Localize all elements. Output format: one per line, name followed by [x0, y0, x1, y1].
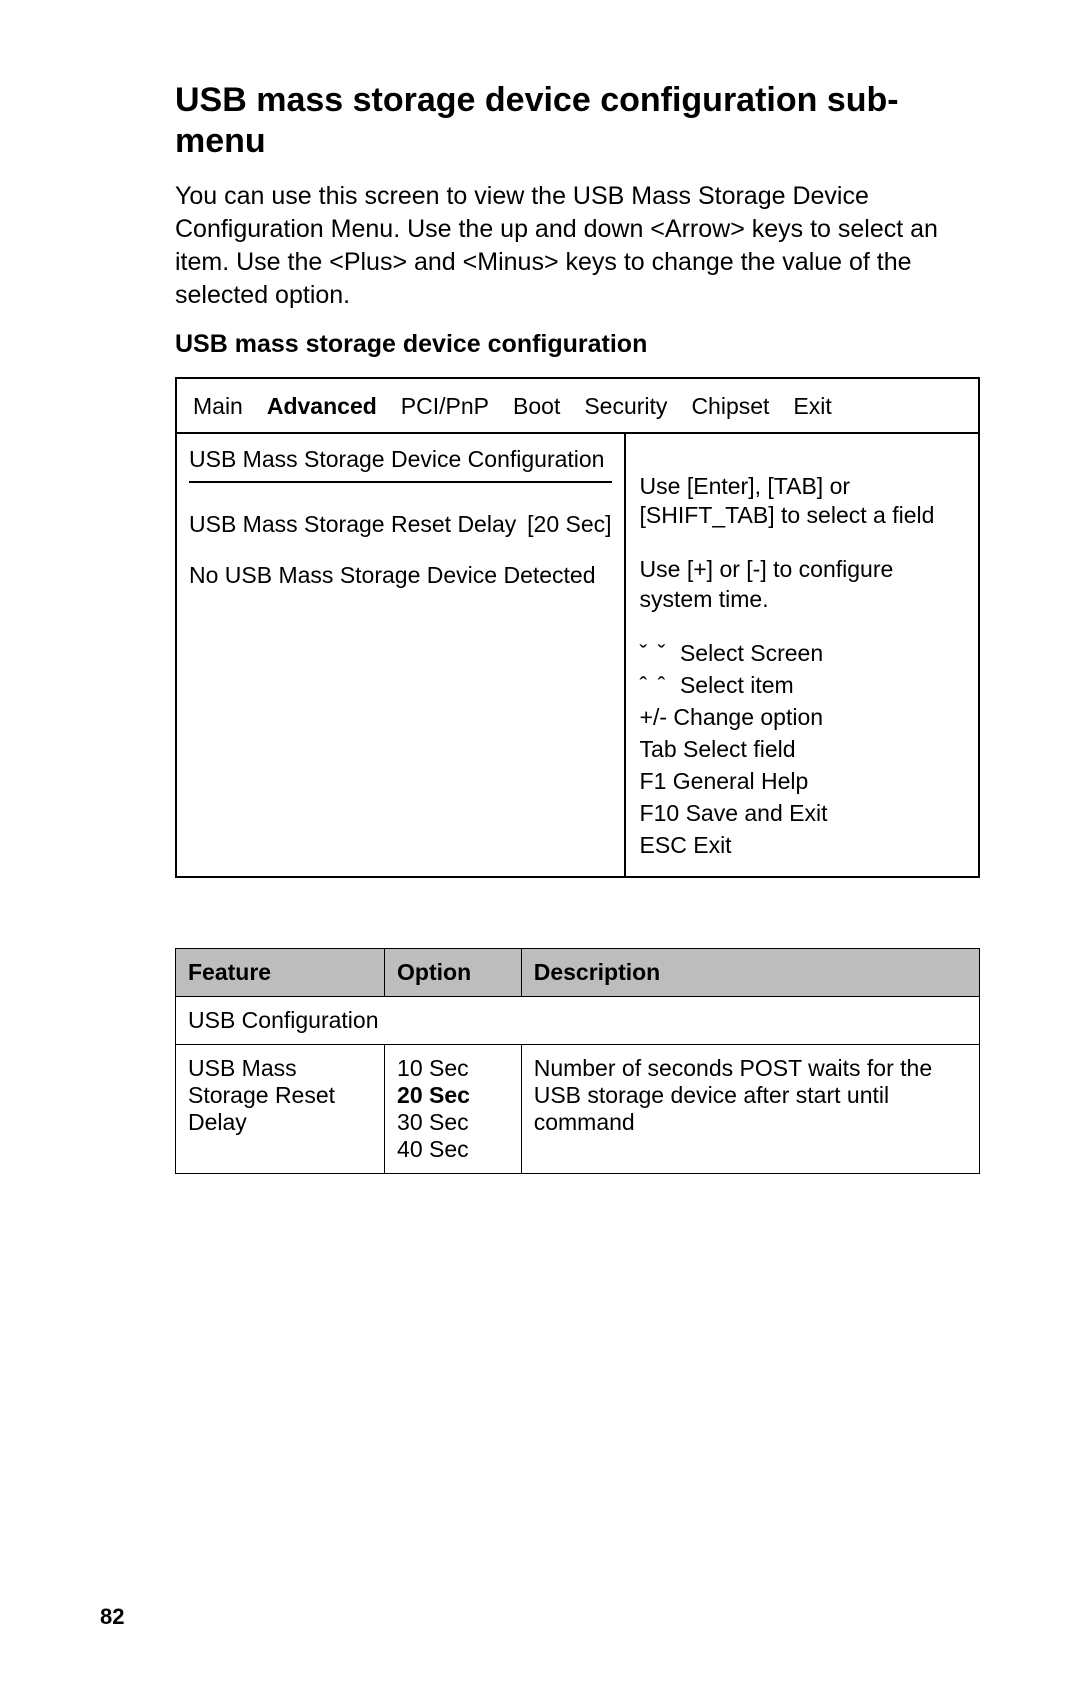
up-down-arrows-icon: ˆ ˆ [640, 671, 674, 701]
bios-tab-advanced: Advanced [267, 393, 377, 420]
document-page: USB mass storage device configuration su… [0, 0, 1080, 1690]
bios-tab-boot: Boot [513, 393, 560, 420]
hint-general-help: F1 General Help [640, 767, 964, 797]
bios-screenshot-box: Main Advanced PCI/PnP Boot Security Chipset Ex… [175, 377, 980, 879]
reset-delay-label: USB Mass Storage Reset Delay [189, 511, 516, 538]
col-header-option: Option [385, 949, 522, 997]
table-header-row: Feature Option Description [176, 949, 980, 997]
cell-options: 10 Sec20 Sec30 Sec40 Sec [385, 1045, 522, 1174]
hint-select-item: ˆ ˆ Select item [640, 671, 964, 701]
bios-left-pane: USB Mass Storage Device Configuration US… [177, 434, 626, 877]
bios-tab-exit: Exit [793, 393, 831, 420]
bios-tabs: Main Advanced PCI/PnP Boot Security Chipset Ex… [177, 379, 978, 434]
reset-delay-value: [20 Sec] [527, 511, 611, 538]
section-subhead: USB mass storage device configuration [175, 330, 980, 359]
hint-select-screen-label: Select Screen [680, 640, 823, 666]
option-value: 30 Sec [397, 1109, 509, 1136]
cell-usb-configuration: USB Configuration [176, 997, 980, 1045]
bios-tab-chipset: Chipset [691, 393, 769, 420]
intro-paragraph: You can use this screen to view the USB … [175, 180, 980, 312]
bios-help-pane: Use [Enter], [TAB] or [SHIFT_TAB] to sel… [626, 434, 978, 877]
bios-body: USB Mass Storage Device Configuration US… [177, 434, 978, 877]
table-row: USB Mass Storage Reset Delay 10 Sec20 Se… [176, 1045, 980, 1174]
key-hints: ˇ ˇ Select Screen ˆ ˆ Select item +/- Ch… [640, 639, 964, 860]
page-number: 82 [100, 1604, 124, 1630]
help-text-2: Use [+] or [-] to configure system time. [640, 555, 964, 615]
option-value: 40 Sec [397, 1136, 509, 1163]
col-header-description: Description [521, 949, 979, 997]
option-value: 20 Sec [397, 1082, 509, 1109]
bios-tab-security: Security [584, 393, 667, 420]
bios-left-title: USB Mass Storage Device Configuration [189, 442, 612, 481]
hint-save-exit: F10 Save and Exit [640, 799, 964, 829]
no-device-detected: No USB Mass Storage Device Detected [189, 562, 612, 589]
hint-select-item-label: Select item [680, 672, 794, 698]
help-text-1: Use [Enter], [TAB] or [SHIFT_TAB] to sel… [640, 472, 964, 532]
table-row: USB Configuration [176, 997, 980, 1045]
cell-description: Number of seconds POST waits for the USB… [521, 1045, 979, 1174]
reset-delay-row: USB Mass Storage Reset Delay [20 Sec] [189, 511, 612, 538]
bios-tab-main: Main [193, 393, 243, 420]
bios-tab-pcipnp: PCI/PnP [401, 393, 489, 420]
hint-exit: ESC Exit [640, 831, 964, 861]
page-title: USB mass storage device configuration su… [175, 80, 980, 162]
left-right-arrows-icon: ˇ ˇ [640, 639, 674, 669]
hint-select-field: Tab Select field [640, 735, 964, 765]
col-header-feature: Feature [176, 949, 385, 997]
feature-table: Feature Option Description USB Configura… [175, 948, 980, 1174]
cell-feature: USB Mass Storage Reset Delay [176, 1045, 385, 1174]
hint-change-option: +/- Change option [640, 703, 964, 733]
bios-left-content: USB Mass Storage Reset Delay [20 Sec] No… [189, 481, 612, 851]
hint-select-screen: ˇ ˇ Select Screen [640, 639, 964, 669]
option-value: 10 Sec [397, 1055, 509, 1082]
